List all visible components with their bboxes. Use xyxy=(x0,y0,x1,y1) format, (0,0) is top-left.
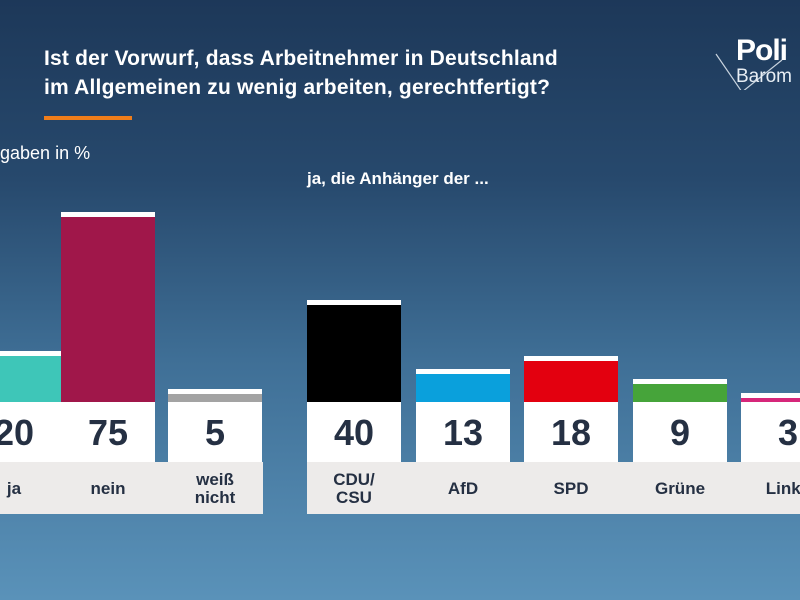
accent-line xyxy=(44,116,132,120)
data-label: 13 xyxy=(416,402,510,462)
bar-cap xyxy=(524,356,618,362)
label-band-parties xyxy=(307,462,800,514)
category-label: nein xyxy=(90,479,126,498)
bar-cap xyxy=(307,300,401,306)
category-label: Grüne xyxy=(654,479,706,498)
data-label: 20 xyxy=(0,402,61,462)
data-label: 75 xyxy=(61,402,155,462)
bar-ja xyxy=(0,351,61,402)
data-label: 3 xyxy=(741,402,800,462)
group-subtitle: ja, die Anhänger der ... xyxy=(307,169,489,188)
title-line-2: im Allgemeinen zu wenig arbeiten, gerech… xyxy=(44,76,551,99)
data-label: 5 xyxy=(168,402,262,462)
y-axis-label: Angaben in % xyxy=(0,143,91,163)
category-label: Linke xyxy=(765,479,800,498)
category-label: SPD xyxy=(553,479,589,498)
politbarometer-logo: Poli Barom xyxy=(712,30,800,90)
bar-spd xyxy=(524,356,618,402)
bar-cap xyxy=(416,368,510,374)
category-label: AfD xyxy=(447,479,479,498)
bar-linke xyxy=(741,393,800,402)
category-label: CDU/CSU xyxy=(333,470,375,507)
bar-afd xyxy=(416,368,510,402)
category-label: ja xyxy=(6,479,22,498)
bar-cap xyxy=(168,389,262,395)
bar-cap xyxy=(741,393,800,398)
bar-cdu-csu xyxy=(307,300,401,402)
bar-cap xyxy=(633,379,727,385)
bar-cap xyxy=(0,351,61,357)
bar-gr-ne xyxy=(633,379,727,402)
bar-wei-nicht xyxy=(168,389,262,402)
title-line-1: Ist der Vorwurf, dass Arbeitnehmer in De… xyxy=(44,47,558,70)
data-label: 18 xyxy=(524,402,618,462)
bar-cap xyxy=(61,211,155,217)
bar-nein xyxy=(61,211,155,402)
data-label: 40 xyxy=(307,402,401,462)
chart-title: Ist der Vorwurf, dass Arbeitnehmer in De… xyxy=(44,44,558,102)
label-band-overall xyxy=(0,462,263,514)
category-label: weiß nicht xyxy=(194,470,236,507)
data-label: 9 xyxy=(633,402,727,462)
